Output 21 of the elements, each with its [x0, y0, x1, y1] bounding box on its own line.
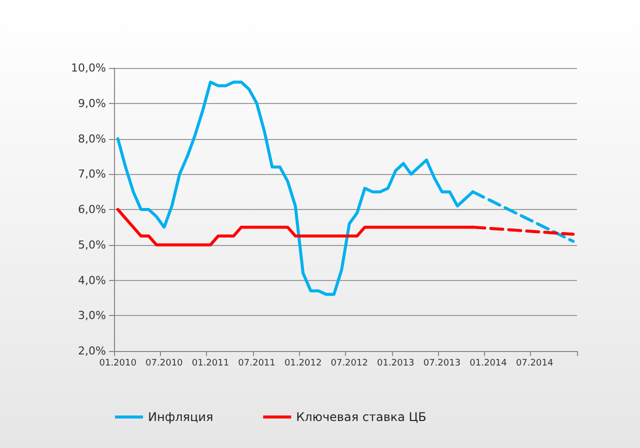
- y-tick-label: 2,0%: [78, 344, 106, 358]
- y-tick-label: 4,0%: [78, 274, 106, 287]
- x-tick-label: 07.2013: [423, 358, 461, 368]
- x-tick-label: 01.2011: [192, 358, 230, 368]
- legend-label: Инфляция: [148, 410, 214, 424]
- x-tick-label: 01.2010: [99, 358, 137, 368]
- x-tick-label: 07.2014: [516, 358, 554, 368]
- x-tick-label: 01.2012: [284, 358, 322, 368]
- x-tick-label: 01.2013: [377, 358, 414, 368]
- x-tick-label: 07.2012: [330, 358, 368, 368]
- y-tick-label: 8,0%: [78, 132, 106, 146]
- legend-label: Ключевая ставка ЦБ: [296, 410, 426, 424]
- y-tick-label: 3,0%: [78, 309, 106, 322]
- y-tick-label: 7,0%: [78, 168, 106, 181]
- y-tick-label: 9,0%: [78, 96, 106, 110]
- x-tick-label: 07.2011: [238, 358, 276, 368]
- y-tick-label: 10,0%: [71, 62, 106, 74]
- y-tick-label: 5,0%: [78, 238, 106, 252]
- y-tick-label: 6,0%: [78, 203, 106, 216]
- x-tick-label: 07.2010: [146, 358, 184, 368]
- x-tick-label: 01.2014: [470, 358, 508, 368]
